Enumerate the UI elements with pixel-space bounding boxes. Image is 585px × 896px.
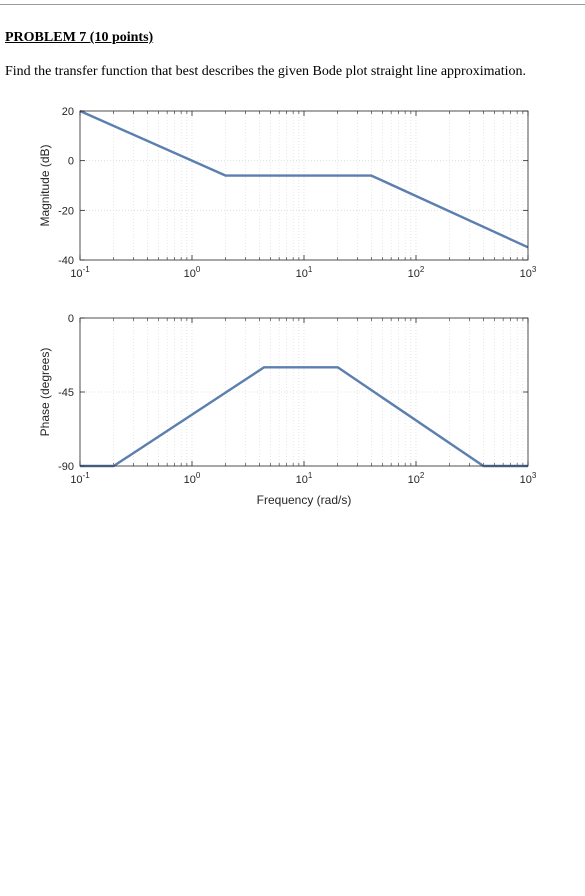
series-line-1 — [79, 109, 529, 249]
x-tick-label: 100 — [184, 265, 201, 280]
y-axis-label: Magnitude (dB) — [38, 144, 52, 226]
top-rule — [0, 4, 585, 5]
x-tick-label: 103 — [520, 265, 537, 280]
plot-1: -40 -20 0 20 Magnitude (dB) — [38, 106, 529, 267]
x-tick-label: 102 — [408, 265, 425, 280]
y-tick-label: 20 — [62, 106, 74, 118]
y-tick-label: -45 — [58, 387, 74, 399]
y-tick-label: 0 — [68, 156, 74, 168]
problem-title: PROBLEM 7 (10 points) — [5, 30, 154, 45]
x-tick-label: 102 — [408, 471, 425, 486]
plot-2: -90 -45 0 Phase (degrees) Frequency (rad/s) — [38, 313, 529, 507]
x-tick-label: 101 — [296, 265, 313, 280]
x-tick-label: 103 — [520, 471, 537, 486]
y-tick-label: -40 — [58, 255, 74, 267]
y-tick-label: -20 — [58, 205, 74, 217]
x-tick-label: 100 — [184, 471, 201, 486]
y-tick-label: -90 — [58, 461, 74, 473]
problem-question: Find the transfer function that best des… — [5, 64, 526, 79]
x-tick-label: 10-1 — [70, 471, 90, 486]
x-axis-label: Frequency (rad/s) — [257, 493, 352, 507]
x-tick-label: 10-1 — [70, 265, 90, 280]
x-tick-label: 101 — [296, 471, 313, 486]
y-axis-label: Phase (degrees) — [38, 348, 52, 437]
y-tick-label: 0 — [68, 313, 74, 325]
